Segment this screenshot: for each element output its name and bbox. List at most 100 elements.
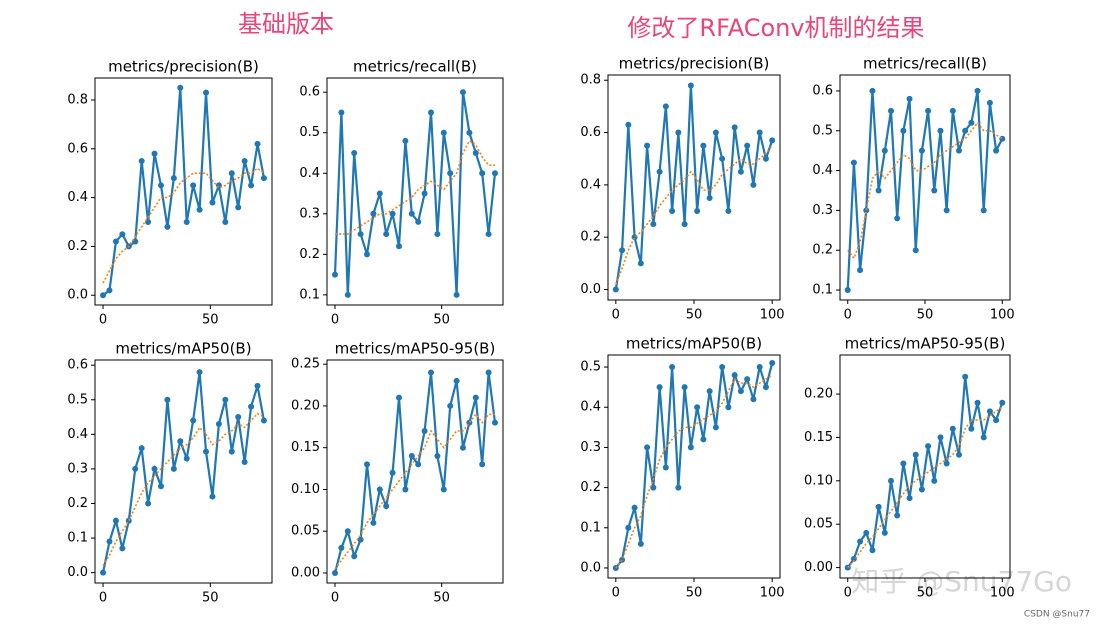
data-point <box>719 364 726 371</box>
y-tick-label: 0.4 <box>67 190 88 205</box>
plot-frame <box>94 77 273 306</box>
data-point <box>389 210 396 217</box>
x-tick-label: 50 <box>202 591 219 606</box>
y-tick-label: 0.2 <box>580 230 601 245</box>
data-point <box>170 175 177 182</box>
data-point <box>183 455 190 462</box>
x-tick-label: 50 <box>917 308 934 323</box>
x-tick-label: 0 <box>331 313 339 328</box>
x-tick-label: 100 <box>990 308 1015 323</box>
y-tick-label: 0.15 <box>291 440 320 455</box>
data-point <box>106 538 113 545</box>
data-point <box>881 147 888 154</box>
plot-title: metrics/mAP50(B) <box>626 335 762 353</box>
data-point <box>112 238 119 245</box>
data-point <box>769 137 776 144</box>
data-point <box>408 453 415 460</box>
data-point <box>241 157 248 164</box>
data-point <box>138 445 145 452</box>
data-point <box>157 182 164 189</box>
y-tick-label: 0.1 <box>812 283 833 298</box>
x-tick-label: 50 <box>917 586 934 601</box>
y-tick-label: 0.4 <box>812 163 833 178</box>
data-point <box>857 538 864 545</box>
data-point <box>434 231 441 238</box>
data-point <box>254 382 261 389</box>
y-tick-label: 0.05 <box>804 517 833 532</box>
data-point <box>756 364 763 371</box>
data-point <box>980 207 987 214</box>
y-tick-label: 0.15 <box>804 430 833 445</box>
data-point <box>993 147 1000 154</box>
data-point <box>472 394 479 401</box>
data-point <box>900 127 907 134</box>
watermark: 知乎 @Snu77Go <box>851 565 1072 598</box>
data-point <box>241 458 248 465</box>
y-tick-label: 0.6 <box>812 83 833 98</box>
data-point <box>869 547 876 554</box>
smooth-line <box>847 406 1003 569</box>
y-tick-label: 0.2 <box>812 243 833 258</box>
data-point <box>402 137 409 144</box>
y-tick-label: 0.1 <box>67 531 88 546</box>
data-point <box>912 247 919 254</box>
data-point <box>415 218 422 225</box>
x-tick-label: 100 <box>760 586 785 601</box>
plot-frame <box>607 354 781 579</box>
data-point <box>644 142 651 149</box>
data-point <box>869 87 876 94</box>
data-point <box>248 403 255 410</box>
data-point <box>731 124 738 131</box>
data-point <box>931 477 938 484</box>
data-point <box>479 461 486 468</box>
data-point <box>338 109 345 116</box>
data-line <box>101 371 266 573</box>
plot-title: metrics/recall(B) <box>353 58 477 76</box>
credit: CSDN @Snu77 <box>1024 610 1090 620</box>
x-tick-label: 100 <box>990 586 1015 601</box>
data-point <box>725 208 732 215</box>
data-point <box>402 486 409 493</box>
data-point <box>235 414 242 421</box>
data-point <box>912 451 919 458</box>
x-tick-label: 0 <box>844 586 852 601</box>
smooth-line <box>102 167 265 284</box>
data-point <box>769 360 776 367</box>
data-point <box>986 408 993 415</box>
data-point <box>440 486 447 493</box>
data-point <box>421 427 428 434</box>
data-point <box>145 500 152 507</box>
data-point <box>681 384 688 391</box>
x-tick-label: 0 <box>99 313 107 328</box>
data-point <box>479 170 486 177</box>
data-point <box>164 396 171 403</box>
data-point <box>408 210 415 217</box>
data-point <box>260 417 267 424</box>
plot-title: metrics/recall(B) <box>863 55 987 73</box>
plot-title: metrics/mAP50(B) <box>115 340 251 358</box>
y-tick-label: 0.00 <box>291 565 320 580</box>
smooth-line <box>847 121 1003 260</box>
data-point <box>203 89 210 96</box>
data-point <box>857 267 864 274</box>
data-point <box>376 486 383 493</box>
data-point <box>931 187 938 194</box>
data-point <box>925 443 932 450</box>
data-point <box>700 436 707 443</box>
data-point <box>177 84 184 91</box>
y-tick-label: 0.6 <box>580 125 601 140</box>
data-point <box>737 388 744 395</box>
data-line <box>333 92 497 295</box>
y-tick-label: 0.10 <box>804 473 833 488</box>
data-point <box>863 529 870 536</box>
data-point <box>248 182 255 189</box>
data-point <box>364 461 370 468</box>
data-point <box>625 121 632 128</box>
smooth-line <box>334 412 495 570</box>
data-point <box>485 369 492 376</box>
data-point <box>937 434 944 441</box>
data-point <box>421 190 428 197</box>
data-point <box>875 503 882 510</box>
data-point <box>906 495 913 502</box>
data-point <box>731 372 738 379</box>
